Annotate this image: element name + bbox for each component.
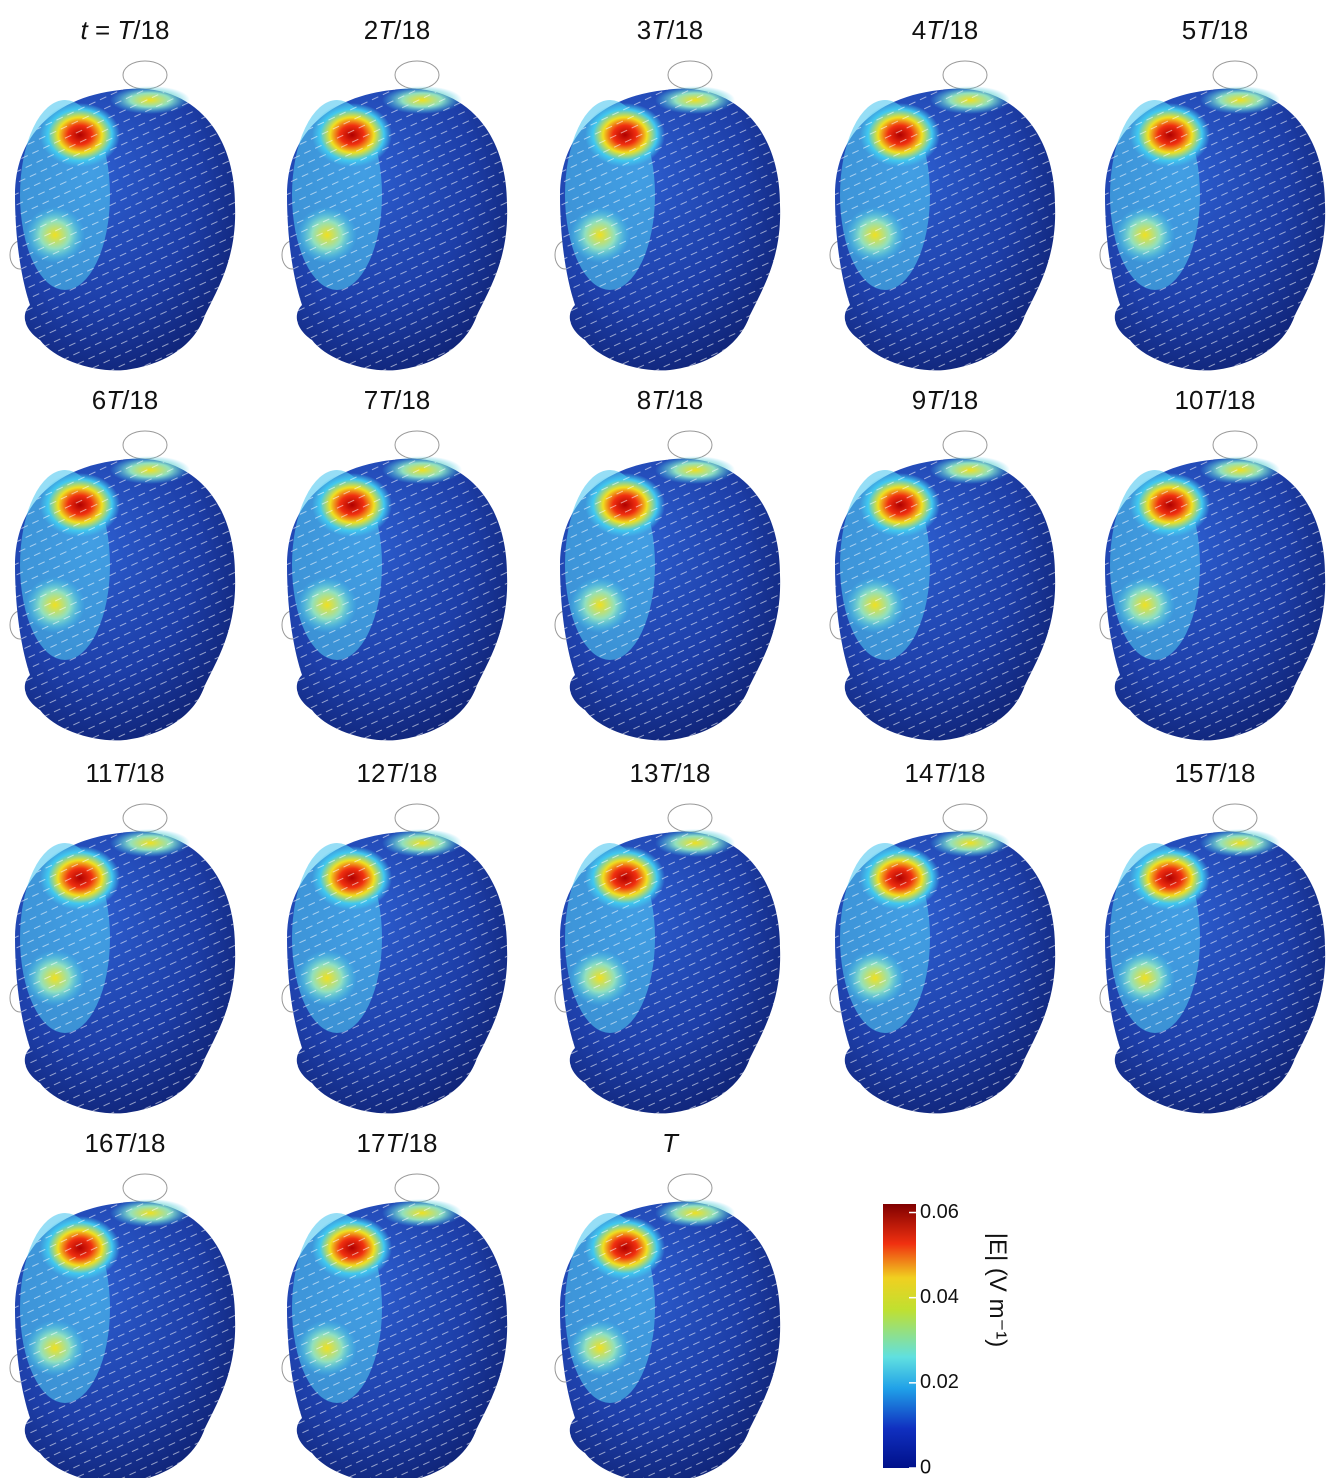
electrode bbox=[395, 804, 439, 832]
head-render bbox=[10, 1174, 235, 1478]
panel-label: 10T/18 bbox=[1175, 385, 1256, 415]
electrode bbox=[668, 431, 712, 459]
field-arrows bbox=[15, 459, 235, 741]
field-arrows bbox=[560, 1202, 780, 1478]
head-render bbox=[10, 804, 235, 1113]
head-render bbox=[555, 804, 780, 1113]
colorbar: 0 0.02 0.04 0.06 |E| (V m⁻¹) bbox=[883, 1201, 1011, 1478]
head-render bbox=[1100, 61, 1325, 370]
field-arrows bbox=[287, 89, 507, 371]
electrode bbox=[1213, 431, 1257, 459]
head-render bbox=[1100, 431, 1325, 740]
head-render bbox=[555, 61, 780, 370]
electrode bbox=[668, 61, 712, 89]
field-arrows bbox=[560, 89, 780, 371]
head-render bbox=[830, 804, 1055, 1113]
head-render bbox=[282, 804, 507, 1113]
field-arrows bbox=[287, 459, 507, 741]
electrode bbox=[943, 804, 987, 832]
electrode bbox=[123, 61, 167, 89]
head-render bbox=[282, 61, 507, 370]
panel-label: 2T/18 bbox=[364, 15, 431, 45]
colorbar-label: |E| (V m⁻¹) bbox=[984, 1233, 1011, 1347]
field-arrows bbox=[560, 459, 780, 741]
electrode bbox=[123, 804, 167, 832]
panel-label: 4T/18 bbox=[912, 15, 979, 45]
panel-label: 15T/18 bbox=[1175, 758, 1256, 788]
electrode bbox=[943, 61, 987, 89]
head-render bbox=[830, 431, 1055, 740]
panel-label: 11T/18 bbox=[85, 758, 164, 788]
panel-label: 16T/18 bbox=[85, 1128, 166, 1158]
head-render bbox=[282, 431, 507, 740]
field-arrows bbox=[15, 832, 235, 1114]
panel-label: 6T/18 bbox=[92, 385, 159, 415]
head-render bbox=[830, 61, 1055, 370]
electrode bbox=[123, 431, 167, 459]
head-render bbox=[555, 431, 780, 740]
panel-label: 17T/18 bbox=[357, 1128, 438, 1158]
electrode bbox=[1213, 61, 1257, 89]
panel-label: 3T/18 bbox=[637, 15, 704, 45]
electrode bbox=[668, 804, 712, 832]
panel-label: 5T/18 bbox=[1182, 15, 1249, 45]
panel-label: 14T/18 bbox=[905, 758, 986, 788]
field-arrows bbox=[1105, 89, 1325, 371]
colorbar-tick-label: 0.02 bbox=[920, 1371, 959, 1393]
panel-label: T bbox=[662, 1128, 680, 1158]
field-arrows bbox=[15, 1202, 235, 1478]
colorbar-tick-label: 0.06 bbox=[920, 1201, 959, 1223]
panel-label: 7T/18 bbox=[364, 385, 431, 415]
field-arrows bbox=[835, 832, 1055, 1114]
colorbar-tick-label: 0.04 bbox=[920, 1286, 959, 1308]
field-arrows bbox=[15, 89, 235, 371]
head-render bbox=[10, 431, 235, 740]
field-arrows bbox=[287, 1202, 507, 1478]
electrode bbox=[943, 431, 987, 459]
panel-label: t = T/18 bbox=[81, 15, 170, 45]
field-arrows bbox=[1105, 832, 1325, 1114]
field-arrows bbox=[1105, 459, 1325, 741]
electrode bbox=[395, 1174, 439, 1202]
electrode bbox=[123, 1174, 167, 1202]
electrode bbox=[395, 61, 439, 89]
field-arrows bbox=[835, 89, 1055, 371]
colorbar-scale bbox=[883, 1204, 916, 1468]
electrode bbox=[1213, 804, 1257, 832]
figure: t = T/18 2T/18 3T/18 4T/18 5T/18 6T/18 7T/18 8T… bbox=[0, 0, 1340, 1478]
electrode bbox=[395, 431, 439, 459]
head-render bbox=[10, 61, 235, 370]
colorbar-tick-label: 0 bbox=[920, 1456, 931, 1478]
head-render bbox=[1100, 804, 1325, 1113]
panel-label: 12T/18 bbox=[357, 758, 438, 788]
head-render bbox=[282, 1174, 507, 1478]
panel-label: 13T/18 bbox=[630, 758, 711, 788]
field-arrows bbox=[560, 832, 780, 1114]
field-arrows bbox=[835, 459, 1055, 741]
electrode bbox=[668, 1174, 712, 1202]
head-render bbox=[555, 1174, 780, 1478]
field-arrows bbox=[287, 832, 507, 1114]
panel-grid: t = T/18 2T/18 3T/18 4T/18 5T/18 6T/18 7T/18 8T… bbox=[10, 15, 1325, 1478]
panel-label: 8T/18 bbox=[637, 385, 704, 415]
panel-label: 9T/18 bbox=[912, 385, 979, 415]
